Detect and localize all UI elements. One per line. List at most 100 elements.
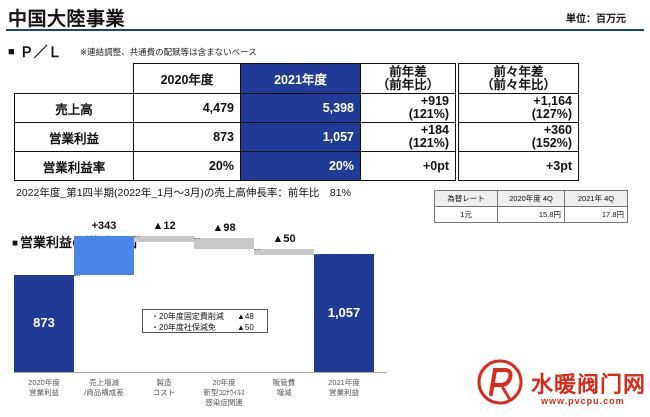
watermark-url: www.pvcpu.com xyxy=(541,396,625,406)
annotation-value: ▲48 xyxy=(237,312,254,321)
cell-yoy: +919 (121%) xyxy=(360,93,456,123)
header-yoy-line1: 前年差 xyxy=(389,64,427,79)
cell-2y-ratio: (152%) xyxy=(531,136,572,150)
annotation-text: ・20年度社保減免 xyxy=(151,323,216,332)
watermark-logo-icon xyxy=(477,359,523,405)
header-2020: 2020年度 xyxy=(133,63,241,94)
waterfall-data-label: ▲12 xyxy=(152,220,176,233)
cell-2020: 4,479 xyxy=(133,93,241,123)
waterfall-category-label: 製造 コスト xyxy=(132,378,196,398)
waterfall-connector xyxy=(314,254,320,256)
chart-baseline xyxy=(14,372,386,373)
category-label-line: 営業利益 xyxy=(29,388,59,397)
waterfall-data-label: ▲50 xyxy=(272,232,296,245)
annotation-value: ▲50 xyxy=(237,323,254,332)
cell-yoy-ratio: (121%) xyxy=(408,136,449,150)
fx-header-2020: 2020年度 4Q xyxy=(497,190,565,207)
table-row: 営業利益 873 1,057 +184 (121%) +360 (152%) xyxy=(14,122,579,152)
waterfall-category-label: 2020年度 営業利益 xyxy=(12,378,76,398)
table-row: 売上高 4,479 5,398 +919 (121%) +1,164 (127%) xyxy=(14,93,579,123)
cell-2020: 873 xyxy=(133,122,241,152)
waterfall-connector xyxy=(74,274,80,276)
header-2y-diff: 前々年差 （前々年比） xyxy=(458,63,579,94)
covid-annotation-box: ・20年度固定費削減 ▲48 ・20年度社保減免 ▲50 xyxy=(142,309,268,333)
fx-header-2021: 2021年 4Q xyxy=(564,190,628,207)
category-label-line: 営業利益 xyxy=(329,388,359,397)
waterfall-category-label: 売上増減/商品構成差 xyxy=(72,378,136,398)
unit-label: 単位：百万元 xyxy=(566,14,626,25)
row-label: 営業利益率 xyxy=(14,151,134,181)
cell-yoy-ratio: (121%) xyxy=(408,107,449,121)
waterfall-connector xyxy=(194,237,200,239)
annotation-text: ・20年度固定費削減 xyxy=(151,312,224,321)
cell-2y-ratio: (127%) xyxy=(531,107,572,121)
row-label: 売上高 xyxy=(14,93,134,123)
category-label-line: 売上増減 xyxy=(89,378,119,387)
pl-corner-cell xyxy=(15,64,134,94)
header-yoy-line2: （前年比） xyxy=(376,77,440,92)
cell-2021: 5,398 xyxy=(240,93,361,123)
title-divider xyxy=(6,29,644,31)
waterfall-data-label: 873 xyxy=(33,315,55,331)
waterfall-data-label: +343 xyxy=(91,220,117,233)
cell-yoy: +184 (121%) xyxy=(360,122,456,152)
category-label-line: 製造 xyxy=(156,378,172,387)
fx-unit: 1元 xyxy=(434,206,498,223)
annotation-line: ・20年度社保減免 ▲50 xyxy=(151,322,267,333)
cell-2021: 20% xyxy=(240,151,361,181)
waterfall-connector xyxy=(134,236,140,238)
cell-2y: +3pt xyxy=(458,151,579,181)
fx-header-label: 為替レート xyxy=(434,190,498,207)
header-2y-line2: （前々年比） xyxy=(480,77,556,92)
waterfall-bar xyxy=(194,237,254,249)
category-label-line: コスト xyxy=(152,388,176,397)
header-yoy-diff: 前年差 （前年比） xyxy=(360,63,456,94)
page-title: 中国大陸事業 xyxy=(8,9,126,30)
pl-table-header-row: 2020年度 2021年度 前年差 （前年比） 前々年差 （前々年比） xyxy=(15,63,579,94)
waterfall-bar xyxy=(314,254,374,372)
cell-yoy-diff: +919 xyxy=(420,94,449,108)
fx-header-row: 為替レート 2020年度 4Q 2021年 4Q xyxy=(434,190,628,207)
category-label-line: 増減 xyxy=(276,388,292,397)
watermark-text: 水暖阀门网 xyxy=(531,372,647,397)
waterfall-bar xyxy=(14,274,74,372)
fx-value-row: 1元 15.8円 17.8円 xyxy=(434,206,628,223)
waterfall-bar xyxy=(254,248,314,255)
fx-2021: 17.8円 xyxy=(564,206,628,223)
header-2y-line1: 前々年差 xyxy=(493,64,544,79)
category-label-line: 2020年度 xyxy=(28,378,60,387)
category-label-line: 新型ｺﾛﾅｳｲﾙｽ xyxy=(203,388,245,397)
waterfall-category-label: 2021年度 営業利益 xyxy=(312,378,376,398)
cell-2y: +1,164 (127%) xyxy=(458,93,579,123)
category-label-line: 20年度 xyxy=(212,378,236,387)
fx-2020: 15.8円 xyxy=(497,206,565,223)
row-label: 営業利益 xyxy=(14,122,134,152)
cell-2021: 1,057 xyxy=(240,122,361,152)
waterfall-category-label: 20年度 新型ｺﾛﾅｳｲﾙｽ 感染症関連 xyxy=(192,378,256,408)
pl-section-note: ※連結調整、共通費の配賦等は含まないベース xyxy=(80,47,257,57)
cell-2y-diff: +1,164 xyxy=(533,94,572,108)
category-label-line: 2021年度 xyxy=(328,378,360,387)
header-2021: 2021年度 xyxy=(240,63,361,94)
table-row: 営業利益率 20% 20% +0pt +3pt xyxy=(14,151,579,181)
category-label-line: /商品構成差 xyxy=(84,388,124,397)
pl-table: 2020年度 2021年度 前年差 （前年比） 前々年差 （前々年比） 売上高 4,… xyxy=(14,63,579,181)
fx-rate-table: 為替レート 2020年度 4Q 2021年 4Q 1元 15.8円 17.8円 xyxy=(434,190,628,223)
category-label-line: 販管費 xyxy=(272,378,296,387)
pl-section-label: Ｐ／Ｌ xyxy=(19,44,62,60)
cell-2020: 20% xyxy=(133,151,241,181)
sales-growth-note: 2022年度_第1四半期(2022年_1月～3月)の売上高伸長率：前年比 81% xyxy=(16,187,351,199)
cell-yoy-diff: +184 xyxy=(420,123,449,137)
cell-2y-diff: +360 xyxy=(543,123,572,137)
annotation-line: ・20年度固定費削減 ▲48 xyxy=(151,311,267,322)
waterfall-category-label: 販管費 増減 xyxy=(252,378,316,398)
waterfall-connector xyxy=(254,248,260,250)
section-bullet: ■ xyxy=(8,46,15,58)
category-label-line: 感染症関連 xyxy=(205,398,243,407)
cell-2y: +360 (152%) xyxy=(458,122,579,152)
waterfall-bar xyxy=(74,236,134,275)
pl-section-title: ■ Ｐ／Ｌ xyxy=(8,42,62,62)
section-bullet: ■ xyxy=(12,238,19,249)
waterfall-data-label: ▲98 xyxy=(212,221,236,234)
waterfall-data-label: 1,057 xyxy=(327,305,361,321)
